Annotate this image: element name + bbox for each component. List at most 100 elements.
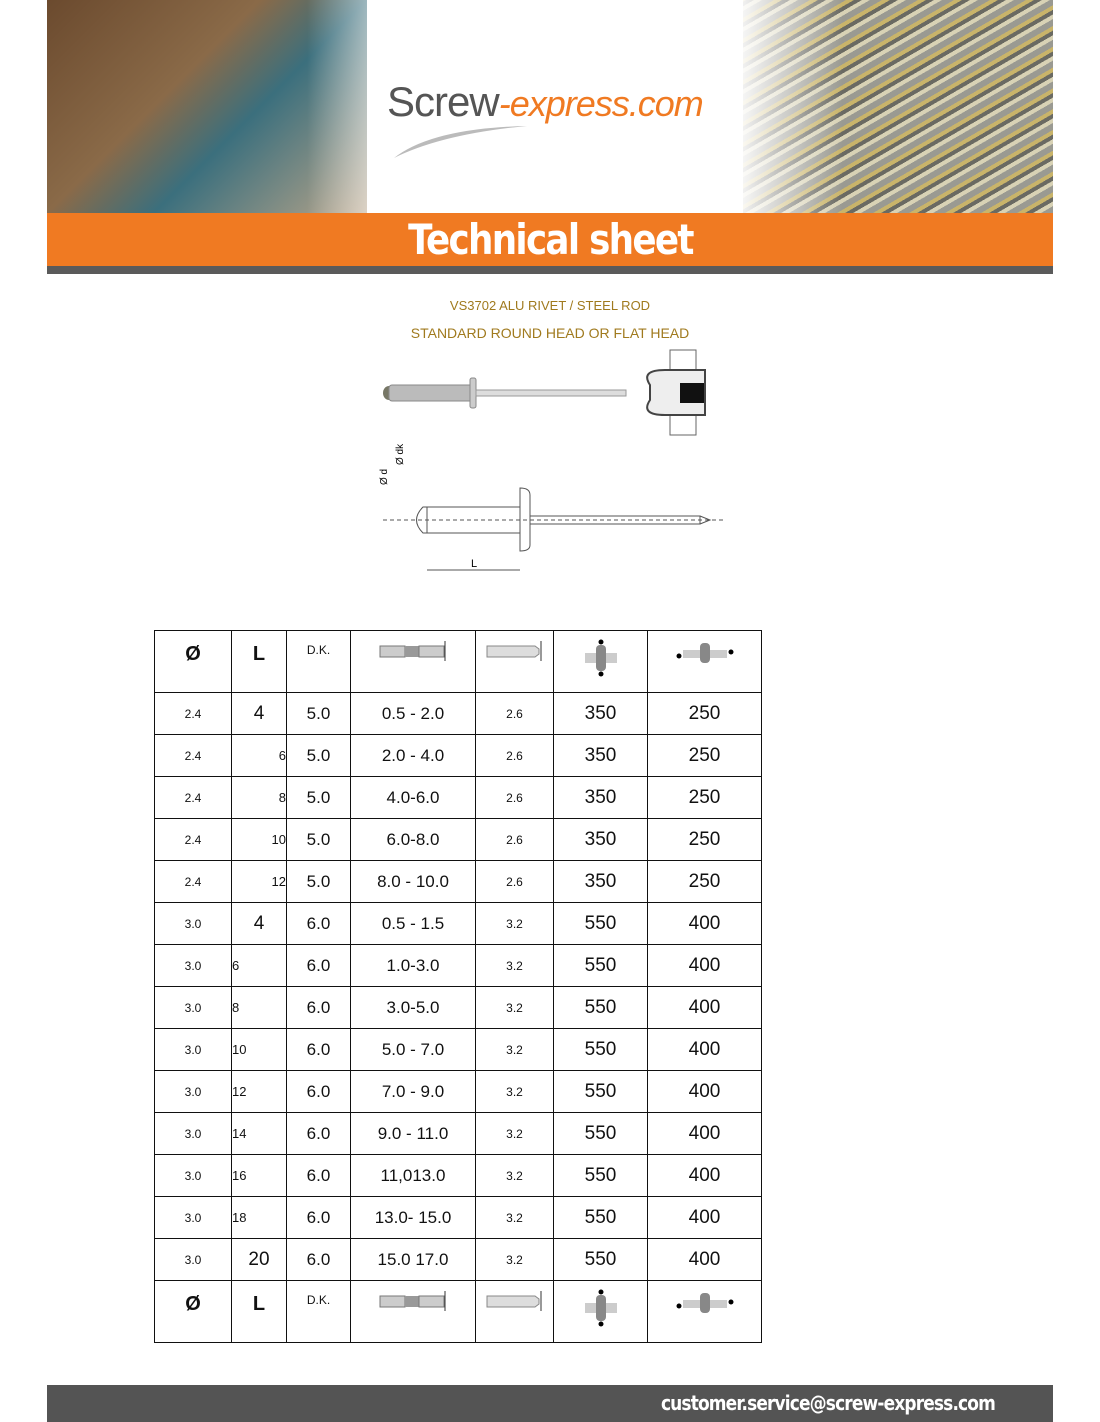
table-cell: 3.2 (475, 1196, 554, 1239)
table-cell: 6.0 (286, 944, 351, 987)
table-row: 2.4 12 5.0 8.0 - 10.0 2.6 350 250 (154, 860, 762, 903)
table-row: 2.4 8 5.0 4.0-6.0 2.6 350 250 (154, 776, 762, 819)
table-row: 3.0 10 6.0 5.0 - 7.0 3.2 550 400 (154, 1028, 762, 1071)
table-cell: 0.5 - 1.5 (350, 902, 476, 945)
table-cell: 1.0-3.0 (350, 944, 476, 987)
table-cell: 5.0 (286, 734, 351, 777)
table-cell: 6.0 (286, 1070, 351, 1113)
table-cell: 400 (647, 1112, 762, 1155)
table-cell: 5.0 (286, 692, 351, 735)
grip-range-icon (350, 630, 476, 693)
column-header: L (231, 1280, 287, 1343)
table-cell: 0.5 - 2.0 (350, 692, 476, 735)
table-cell: 3.2 (475, 944, 554, 987)
table-cell: 3.2 (475, 1154, 554, 1197)
table-row: 3.0 18 6.0 13.0- 15.0 3.2 550 400 (154, 1196, 762, 1239)
table-row: 3.0 8 6.0 3.0-5.0 3.2 550 400 (154, 986, 762, 1029)
table-cell: 15.0 17.0 (350, 1238, 476, 1281)
table-row: 3.0 6 6.0 1.0-3.0 3.2 550 400 (154, 944, 762, 987)
table-cell: 250 (647, 692, 762, 735)
table-cell: 350 (553, 692, 648, 735)
contact-email[interactable]: customer.service@screw-express.com (660, 1391, 996, 1415)
table-header-row: Ø L D.K. (154, 630, 762, 693)
product-subtitle: STANDARD ROUND HEAD OR FLAT HEAD (410, 325, 690, 341)
table-cell: 550 (553, 1154, 648, 1197)
table-cell: 3.0 (154, 1028, 232, 1071)
table-row: 2.4 4 5.0 0.5 - 2.0 2.6 350 250 (154, 692, 762, 735)
table-cell: 11,013.0 (350, 1154, 476, 1197)
rivet-diagram: Ø d Ø dk L (379, 349, 725, 571)
table-cell: 3.0-5.0 (350, 986, 476, 1029)
table-row: 2.4 6 5.0 2.0 - 4.0 2.6 350 250 (154, 734, 762, 777)
grip-range-icon (350, 1280, 476, 1343)
table-cell: 250 (647, 818, 762, 861)
table-cell: 3.0 (154, 986, 232, 1029)
table-cell: 3.0 (154, 902, 232, 945)
table-cell: 2.6 (475, 776, 554, 819)
tensile-strength-icon (553, 1280, 648, 1343)
table-cell: 3.2 (475, 902, 554, 945)
table-cell: 20 (231, 1238, 287, 1281)
table-row: 3.0 12 6.0 7.0 - 9.0 3.2 550 400 (154, 1070, 762, 1113)
table-cell: 3.2 (475, 1238, 554, 1281)
table-row: 3.0 14 6.0 9.0 - 11.0 3.2 550 400 (154, 1112, 762, 1155)
table-cell: 3.2 (475, 986, 554, 1029)
rivet-hole-diameter-icon (475, 1280, 554, 1343)
diameter-label: Ø d (379, 469, 390, 485)
table-cell: 3.0 (154, 1154, 232, 1197)
table-cell: 250 (647, 860, 762, 903)
column-header: Ø (154, 630, 232, 693)
title-bar: Technical sheet (47, 213, 1053, 266)
column-header: L (231, 630, 287, 693)
table-cell: 2.4 (154, 692, 232, 735)
table-cell: 350 (553, 860, 648, 903)
table-cell: 8 (231, 776, 287, 819)
table-cell: 2.6 (475, 818, 554, 861)
specs-table: Ø L D.K. 2.4 4 5.0 0.5 - 2.0 2.6 350 250 2.4 6 5.0 2.… (154, 630, 762, 1343)
screws-photo (733, 0, 1053, 213)
table-cell: 550 (553, 1112, 648, 1155)
table-cell: 6.0 (286, 1112, 351, 1155)
table-cell: 6.0 (286, 1196, 351, 1239)
table-row: 3.0 4 6.0 0.5 - 1.5 3.2 550 400 (154, 902, 762, 945)
table-cell: 550 (553, 1238, 648, 1281)
column-header: D.K. (286, 1280, 351, 1343)
table-cell: 4.0-6.0 (350, 776, 476, 819)
table-cell: 6.0 (286, 1154, 351, 1197)
table-cell: 12 (231, 1070, 287, 1113)
table-cell: 3.2 (475, 1070, 554, 1113)
shear-strength-icon (647, 1280, 762, 1343)
rivet-photo (383, 377, 627, 409)
table-cell: 6.0 (286, 986, 351, 1029)
table-cell: 9.0 - 11.0 (350, 1112, 476, 1155)
table-cell: 550 (553, 986, 648, 1029)
table-cell: 5.0 (286, 860, 351, 903)
table-cell: 18 (231, 1196, 287, 1239)
table-cell: 6 (231, 734, 287, 777)
length-label: L (471, 558, 477, 570)
table-cell: 4 (231, 692, 287, 735)
shear-strength-icon (647, 630, 762, 693)
technical-drawing (383, 487, 725, 571)
tensile-strength-icon (553, 630, 648, 693)
table-cell: 400 (647, 1238, 762, 1281)
table-cell: 13.0- 15.0 (350, 1196, 476, 1239)
rivet-section-icon (646, 349, 706, 436)
table-cell: 4 (231, 902, 287, 945)
table-cell: 14 (231, 1112, 287, 1155)
table-cell: 8.0 - 10.0 (350, 860, 476, 903)
table-cell: 8 (231, 986, 287, 1029)
table-cell: 550 (553, 1070, 648, 1113)
table-cell: 250 (647, 776, 762, 819)
table-cell: 550 (553, 1196, 648, 1239)
divider (47, 266, 1053, 274)
table-cell: 10 (231, 1028, 287, 1071)
table-cell: 3.0 (154, 1070, 232, 1113)
table-cell: 3.2 (475, 1028, 554, 1071)
table-cell: 16 (231, 1154, 287, 1197)
table-cell: 2.0 - 4.0 (350, 734, 476, 777)
table-cell: 400 (647, 1154, 762, 1197)
table-header-row: Ø L D.K. (154, 1280, 762, 1343)
table-cell: 400 (647, 986, 762, 1029)
table-cell: 3.0 (154, 1196, 232, 1239)
